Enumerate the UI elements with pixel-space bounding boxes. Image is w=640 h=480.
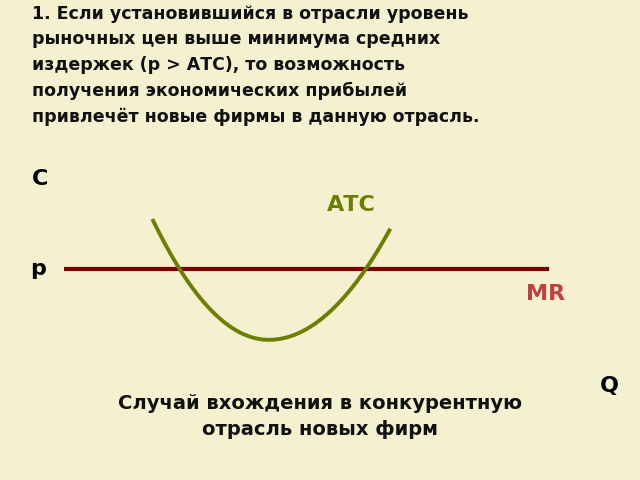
Text: Q: Q <box>600 376 620 396</box>
Text: MR: MR <box>526 284 565 304</box>
Text: Случай вхождения в конкурентную
отрасль новых фирм: Случай вхождения в конкурентную отрасль … <box>118 394 522 439</box>
Text: С: С <box>32 168 49 189</box>
Text: АТС: АТС <box>326 195 375 216</box>
Text: р: р <box>30 259 45 279</box>
Text: 1. Если установившийся в отрасли уровень
рыночных цен выше минимума средних
изде: 1. Если установившийся в отрасли уровень… <box>31 5 479 126</box>
